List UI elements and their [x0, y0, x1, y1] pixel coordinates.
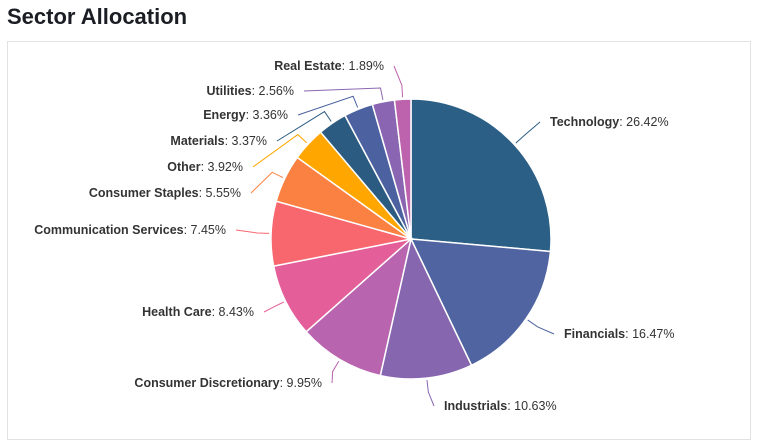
slice-label: Energy: 3.36%	[203, 108, 288, 122]
slice-label-value: : 2.56%	[252, 84, 294, 98]
slice-label: Technology: 26.42%	[550, 115, 669, 129]
slice-label-name: Real Estate	[274, 59, 341, 73]
slice-label-name: Energy	[203, 108, 245, 122]
slice-label: Financials: 16.47%	[564, 327, 674, 341]
slice-label-value: : 16.47%	[625, 327, 674, 341]
pie-slice-consumer-discretionary[interactable]	[305, 236, 413, 377]
labels: Technology: 26.42% Financials: 16.47% Indu…	[34, 59, 674, 413]
leader-line	[303, 87, 384, 100]
page-title: Sector Allocation	[7, 4, 188, 29]
pie-chart: Technology: 26.42% Financials: 16.47% Indu…	[34, 59, 674, 413]
pie-slice-technology[interactable]	[410, 98, 552, 253]
leader-line	[331, 360, 340, 384]
slice-label: Other: 3.92%	[167, 160, 243, 174]
slice-label-name: Technology	[550, 115, 619, 129]
leader-line	[426, 380, 435, 407]
slice-label: Utilities: 2.56%	[206, 84, 294, 98]
leader-line	[393, 65, 404, 98]
leader-lines	[235, 65, 555, 407]
chart-panel: Technology: 26.42% Financials: 16.47% Indu…	[7, 41, 751, 440]
pie-slice-industrials[interactable]	[379, 236, 473, 380]
slice-label-name: Consumer Staples	[89, 186, 199, 200]
slice-label-name: Consumer Discretionary	[134, 376, 279, 390]
pie-slice-financials[interactable]	[409, 238, 552, 367]
slice-label-name: Industrials	[444, 399, 507, 413]
slice-label: Industrials: 10.63%	[444, 399, 557, 413]
leader-line	[515, 121, 541, 144]
leader-line	[527, 319, 555, 335]
leader-line	[235, 229, 270, 234]
leader-line	[276, 110, 332, 142]
slice-label-value: : 3.36%	[246, 108, 288, 122]
slice-label-value: : 8.43%	[212, 305, 254, 319]
slice-label-value: : 9.95%	[280, 376, 322, 390]
slice-label-value: : 7.45%	[184, 223, 226, 237]
slice-label-value: : 5.55%	[199, 186, 241, 200]
slice-label: Materials: 3.37%	[170, 134, 267, 148]
pie-slice-real-estate[interactable]	[393, 98, 412, 240]
slice-label: Consumer Discretionary: 9.95%	[134, 376, 322, 390]
leader-line	[252, 133, 307, 168]
slice-label-value: : 1.89%	[342, 59, 384, 73]
slice-label: Health Care: 8.43%	[142, 305, 254, 319]
slice-label-value: : 26.42%	[619, 115, 668, 129]
slice-label-name: Health Care	[142, 305, 212, 319]
slices	[270, 98, 552, 380]
slice-label-name: Utilities	[206, 84, 251, 98]
slice-label-value: : 10.63%	[507, 399, 556, 413]
slice-label-name: Other	[167, 160, 200, 174]
leader-line	[297, 95, 359, 116]
slice-label: Consumer Staples: 5.55%	[89, 186, 241, 200]
slice-label-value: : 3.37%	[225, 134, 267, 148]
leader-line	[250, 171, 284, 194]
slice-label: Communication Services: 7.45%	[34, 223, 226, 237]
leader-line	[263, 301, 284, 313]
slice-label-name: Financials	[564, 327, 625, 341]
slice-label-name: Materials	[170, 134, 224, 148]
slice-label: Real Estate: 1.89%	[274, 59, 384, 73]
slice-label-value: : 3.92%	[201, 160, 243, 174]
slice-label-name: Communication Services	[34, 223, 183, 237]
